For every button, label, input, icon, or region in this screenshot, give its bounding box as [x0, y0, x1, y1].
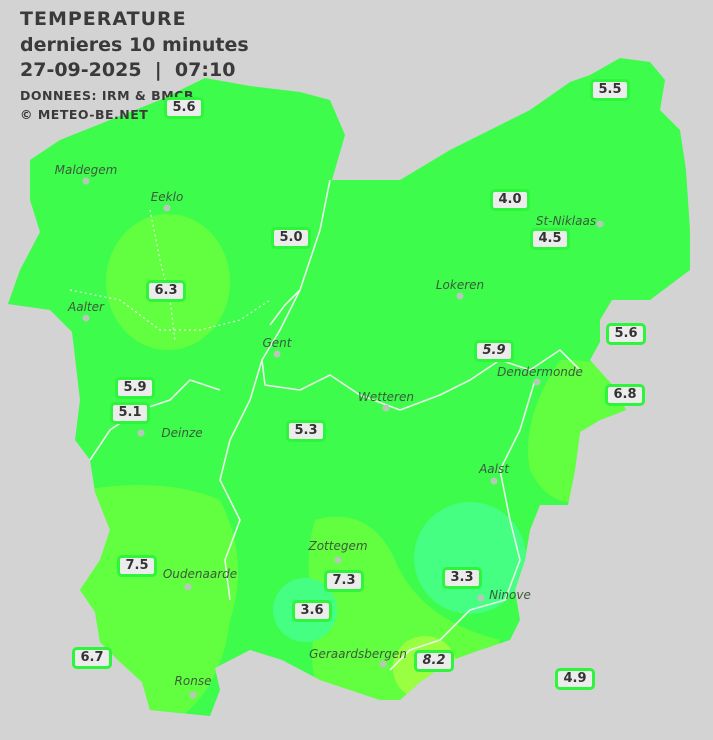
town-label: Zottegem [308, 539, 368, 553]
station-badge[interactable]: 5.6 [164, 97, 204, 119]
station-badge[interactable]: 6.7 [72, 647, 112, 669]
station-badge[interactable]: 8.2 [414, 650, 454, 672]
town-label: Deinze [161, 426, 203, 440]
station-badge[interactable]: 7.3 [324, 570, 364, 592]
station-badge[interactable]: 3.6 [292, 600, 332, 622]
station-badge[interactable]: 6.3 [146, 280, 186, 302]
map-subtitle: dernieres 10 minutes [20, 34, 249, 56]
station-badge[interactable]: 7.5 [117, 555, 157, 577]
town-dot [334, 556, 342, 564]
station-badge[interactable]: 5.9 [474, 340, 514, 362]
town-dot [184, 583, 192, 591]
town-label: Aalst [479, 462, 509, 476]
town-dot [163, 204, 171, 212]
town-dot [490, 477, 498, 485]
town-dot [82, 314, 90, 322]
station-badge[interactable]: 5.6 [606, 323, 646, 345]
station-badge[interactable]: 5.3 [286, 420, 326, 442]
station-badge[interactable]: 4.9 [555, 668, 595, 690]
town-label: Wetteren [358, 390, 414, 404]
station-badge[interactable]: 5.0 [271, 227, 311, 249]
town-label: Eeklo [150, 190, 184, 204]
town-label: Ninove [489, 588, 531, 602]
town-label: Aalter [68, 300, 104, 314]
station-badge[interactable]: 4.0 [490, 189, 530, 211]
data-source: DONNEES: IRM & BMCB [20, 88, 194, 103]
town-label: Geraardsbergen [309, 647, 407, 661]
town-dot [596, 220, 604, 228]
town-dot [137, 429, 145, 437]
station-badge[interactable]: 6.8 [605, 384, 645, 406]
station-badge[interactable]: 5.1 [110, 402, 150, 424]
town-label: Gent [262, 336, 292, 350]
station-badge[interactable]: 3.3 [442, 567, 482, 589]
town-label: St-Niklaas [535, 214, 597, 228]
town-dot [382, 404, 390, 412]
town-dot [189, 691, 197, 699]
town-dot [379, 660, 387, 668]
town-label: Lokeren [435, 278, 485, 292]
town-label: Ronse [174, 674, 212, 688]
town-dot [533, 378, 541, 386]
town-label: Dendermonde [497, 365, 583, 379]
town-label: Oudenaarde [162, 567, 238, 581]
town-label: Maldegem [54, 163, 118, 177]
map-title: TEMPERATURE [20, 8, 187, 30]
town-dot [82, 177, 90, 185]
station-badge[interactable]: 5.5 [590, 79, 630, 101]
town-dot [456, 292, 464, 300]
station-badge[interactable]: 5.9 [115, 377, 155, 399]
town-dot [273, 350, 281, 358]
station-badge[interactable]: 4.5 [530, 228, 570, 250]
rivers [89, 179, 581, 671]
town-dot [477, 594, 485, 602]
copyright: © METEO-BE.NET [20, 107, 149, 122]
map-datetime: 27-09-2025 | 07:10 [20, 59, 236, 81]
